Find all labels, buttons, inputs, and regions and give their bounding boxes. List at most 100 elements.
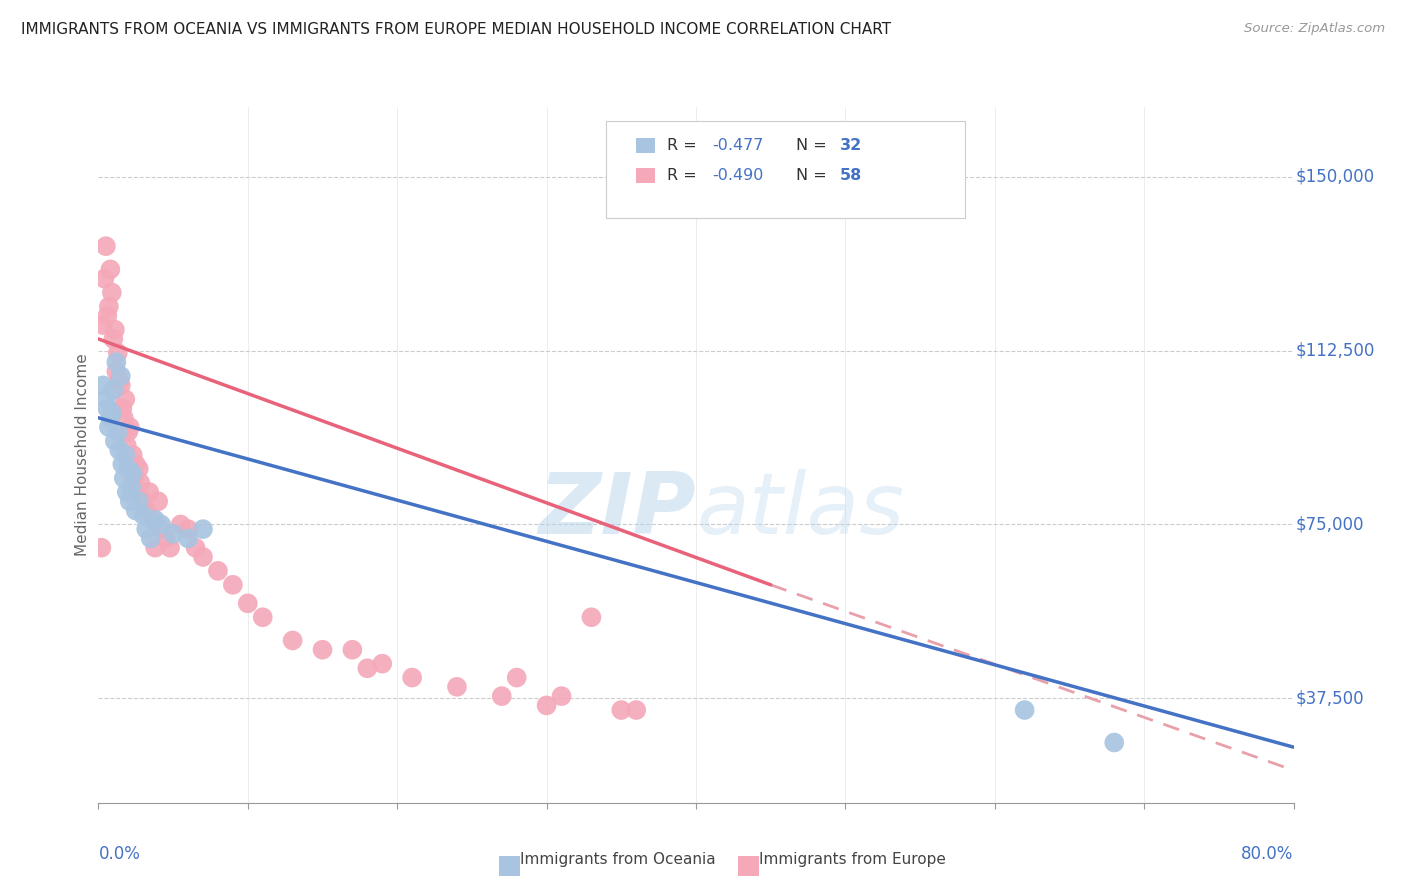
FancyBboxPatch shape: [636, 137, 655, 153]
Point: [581, 610, 603, 624]
Point: [1104, 735, 1126, 749]
Point: [169, 517, 191, 532]
Point: [148, 494, 170, 508]
Point: [128, 494, 150, 508]
Text: R =: R =: [666, 137, 702, 153]
Point: [101, 406, 124, 420]
Text: IMMIGRANTS FROM OCEANIA VS IMMIGRANTS FROM EUROPE MEDIAN HOUSEHOLD INCOME CORREL: IMMIGRANTS FROM OCEANIA VS IMMIGRANTS FR…: [21, 22, 891, 37]
Point: [112, 410, 135, 425]
Point: [104, 323, 127, 337]
Text: 80.0%: 80.0%: [1241, 845, 1294, 863]
Point: [536, 698, 558, 713]
Point: [114, 392, 136, 407]
Point: [624, 703, 647, 717]
Text: Immigrants from Europe: Immigrants from Europe: [759, 852, 946, 867]
Point: [177, 522, 200, 536]
Point: [550, 689, 572, 703]
Point: [104, 434, 127, 448]
Point: [491, 689, 513, 703]
Point: [446, 680, 468, 694]
Point: [103, 332, 125, 346]
Point: [150, 517, 173, 532]
Point: [97, 420, 120, 434]
Text: Immigrants from Oceania: Immigrants from Oceania: [520, 852, 716, 867]
Point: [118, 494, 141, 508]
Text: R =: R =: [666, 168, 702, 183]
Point: [236, 596, 259, 610]
Point: [207, 564, 229, 578]
Point: [356, 661, 378, 675]
Text: -0.477: -0.477: [711, 137, 763, 153]
Y-axis label: Median Household Income: Median Household Income: [75, 353, 90, 557]
Point: [222, 578, 245, 592]
Point: [111, 457, 134, 471]
Point: [90, 541, 112, 555]
Point: [105, 355, 128, 369]
Point: [112, 471, 135, 485]
Point: [117, 425, 139, 439]
Point: [162, 526, 184, 541]
Text: 0.0%: 0.0%: [98, 845, 141, 863]
Text: -0.490: -0.490: [711, 168, 763, 183]
Point: [135, 503, 157, 517]
Point: [138, 485, 160, 500]
Point: [610, 703, 633, 717]
Point: [107, 425, 129, 439]
Point: [132, 494, 155, 508]
Text: atlas: atlas: [696, 469, 904, 552]
Point: [111, 401, 134, 416]
Point: [98, 410, 122, 425]
Point: [93, 271, 115, 285]
Point: [132, 508, 155, 523]
Point: [191, 549, 214, 564]
Point: [129, 475, 152, 490]
Point: [115, 439, 138, 453]
Text: N =: N =: [796, 137, 831, 153]
Text: ZIP: ZIP: [538, 469, 696, 552]
Text: 58: 58: [839, 168, 862, 183]
Point: [101, 285, 124, 300]
Point: [94, 239, 117, 253]
Point: [150, 522, 173, 536]
Point: [114, 448, 136, 462]
Point: [143, 513, 166, 527]
Point: [252, 610, 274, 624]
Point: [401, 671, 423, 685]
Text: $112,500: $112,500: [1296, 342, 1375, 359]
Point: [342, 642, 364, 657]
Point: [117, 462, 139, 476]
Point: [110, 378, 132, 392]
Point: [120, 457, 142, 471]
Point: [184, 541, 207, 555]
Point: [141, 513, 163, 527]
Point: [120, 480, 142, 494]
Point: [139, 532, 162, 546]
Text: $75,000: $75,000: [1296, 516, 1364, 533]
Point: [371, 657, 394, 671]
Point: [96, 309, 118, 323]
Point: [177, 532, 200, 546]
Point: [281, 633, 304, 648]
Point: [108, 374, 131, 388]
Point: [115, 485, 138, 500]
Point: [94, 392, 117, 407]
Point: [121, 467, 143, 481]
Text: 32: 32: [839, 137, 862, 153]
FancyBboxPatch shape: [636, 168, 655, 183]
Point: [118, 420, 141, 434]
Point: [191, 522, 214, 536]
Point: [108, 443, 131, 458]
Point: [143, 541, 166, 555]
Point: [135, 522, 157, 536]
Point: [125, 457, 148, 471]
Point: [107, 346, 129, 360]
Point: [128, 462, 150, 476]
Point: [155, 532, 177, 546]
Text: $150,000: $150,000: [1296, 168, 1375, 186]
Point: [125, 503, 148, 517]
Point: [97, 300, 120, 314]
Point: [110, 369, 132, 384]
Point: [159, 541, 181, 555]
Point: [121, 448, 143, 462]
FancyBboxPatch shape: [606, 121, 965, 219]
